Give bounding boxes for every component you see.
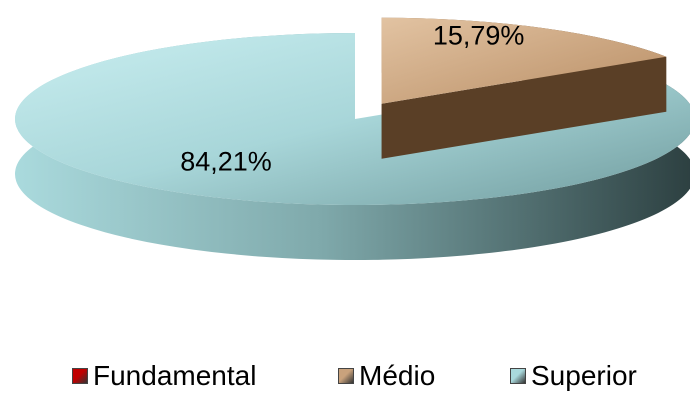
legend-item-superior: Superior xyxy=(510,356,637,396)
pie-slice-cut-mdio xyxy=(381,56,667,159)
legend-item-medio: Médio xyxy=(338,356,435,396)
data-label-mdio: 15,79% xyxy=(433,20,525,50)
pie-slice-top-mdio xyxy=(381,17,667,104)
legend-label-fundamental: Fundamental xyxy=(93,360,257,391)
pie-chart: 84,21% 15,79% xyxy=(15,17,690,260)
data-label-superior: 84,21% xyxy=(180,147,272,177)
chart-legend: Fundamental Médio Superior xyxy=(0,356,690,396)
legend-swatch-superior xyxy=(510,368,526,384)
pie-slice-top-superior xyxy=(15,33,690,205)
legend-item-fundamental: Fundamental xyxy=(72,356,256,396)
legend-swatch-fundamental xyxy=(72,368,88,384)
legend-label-medio: Médio xyxy=(359,360,436,391)
legend-swatch-medio xyxy=(338,368,354,384)
legend-label-superior: Superior xyxy=(531,360,637,391)
